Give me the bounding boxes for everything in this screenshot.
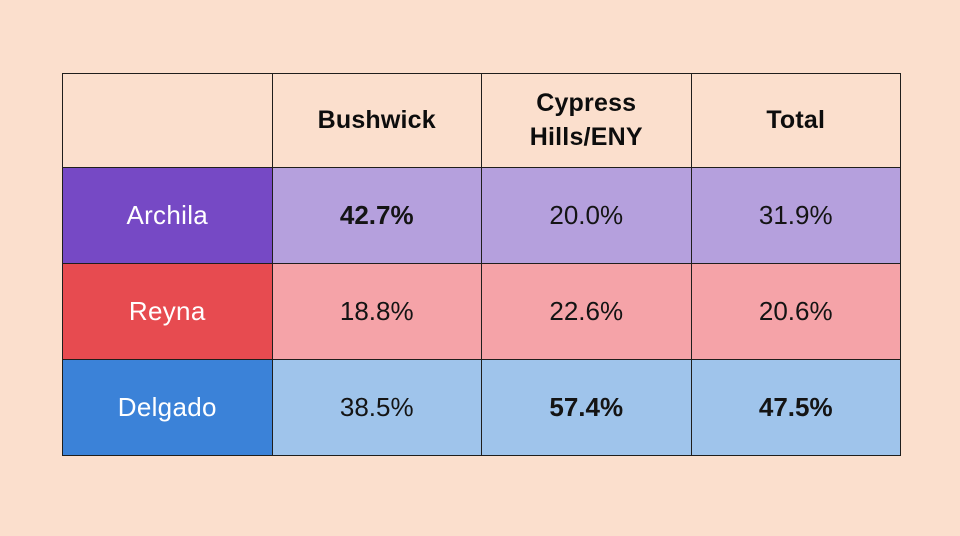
cell-archila-total: 31.9%: [690, 167, 901, 264]
cell-delgado-total: 47.5%: [690, 359, 901, 456]
corner-cell: [62, 73, 273, 168]
cell-delgado-cypress-hills-eny: 57.4%: [481, 359, 692, 456]
table-row-delgado: Delgado 38.5% 57.4% 47.5%: [62, 359, 901, 456]
column-header-bushwick: Bushwick: [271, 73, 482, 168]
table-row-archila: Archila 42.7% 20.0% 31.9%: [62, 167, 901, 264]
row-label-reyna: Reyna: [62, 263, 273, 360]
column-header-total: Total: [690, 73, 901, 168]
results-table-container: Bushwick Cypress Hills/ENY Total Archila…: [62, 73, 901, 456]
cell-reyna-bushwick: 18.8%: [271, 263, 482, 360]
cell-reyna-cypress-hills-eny: 22.6%: [481, 263, 692, 360]
cell-archila-bushwick: 42.7%: [271, 167, 482, 264]
column-header-cypress-hills-eny: Cypress Hills/ENY: [481, 73, 692, 168]
cell-reyna-total: 20.6%: [690, 263, 901, 360]
header-row: Bushwick Cypress Hills/ENY Total: [62, 73, 901, 168]
cell-archila-cypress-hills-eny: 20.0%: [481, 167, 692, 264]
row-label-archila: Archila: [62, 167, 273, 264]
cell-delgado-bushwick: 38.5%: [271, 359, 482, 456]
row-label-delgado: Delgado: [62, 359, 273, 456]
table-row-reyna: Reyna 18.8% 22.6% 20.6%: [62, 263, 901, 360]
results-table: Bushwick Cypress Hills/ENY Total Archila…: [62, 73, 901, 456]
